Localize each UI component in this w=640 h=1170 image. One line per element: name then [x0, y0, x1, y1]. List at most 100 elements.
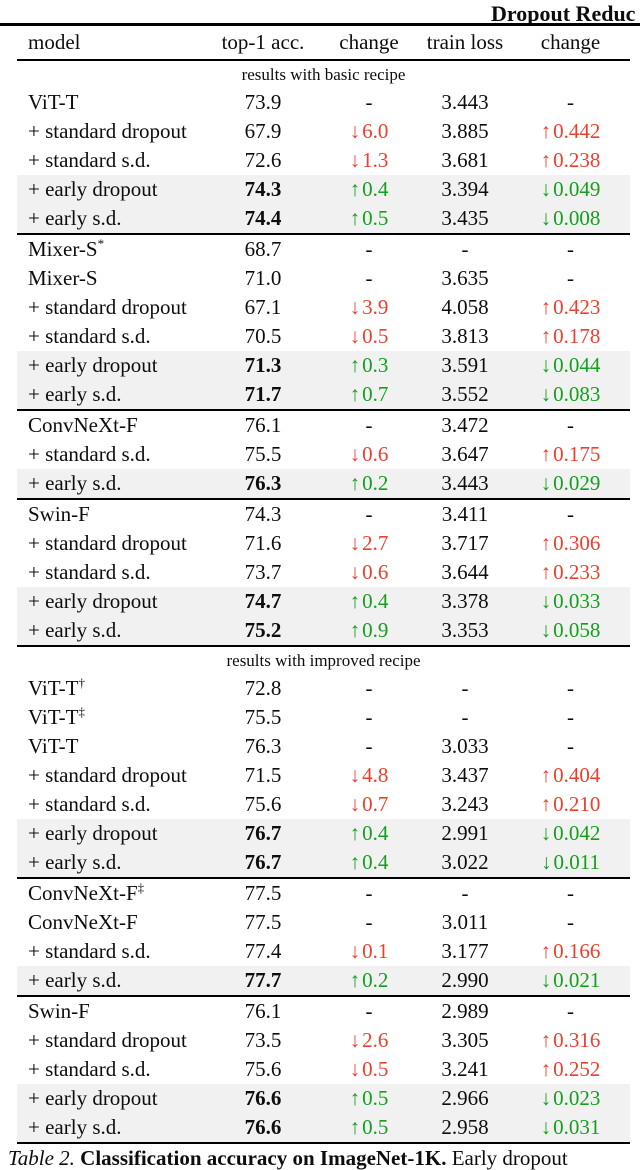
model-superscript: *: [97, 236, 105, 251]
train-loss-value: -: [461, 881, 469, 905]
train-loss-value: 3.635: [441, 266, 489, 290]
model-name: + early dropout: [28, 1086, 158, 1110]
top1-acc-value: 71.6: [244, 531, 282, 555]
loss-change-value: ↑0.175: [540, 442, 601, 466]
top1-acc-value: 74.3: [244, 502, 282, 526]
model-group: Mixer-S* 68.7 - - - Mixer-S 71.0 - 3.635 - + stand…: [17, 233, 630, 409]
up-arrow-icon: ↑: [540, 560, 552, 584]
table-row: + standard dropout 67.9 ↓6.0 3.885 ↑0.442: [17, 117, 630, 146]
model-name: + early s.d.: [28, 382, 122, 406]
loss-change-value: ↓0.031: [540, 1115, 601, 1139]
up-arrow-icon: ↑: [540, 1028, 552, 1052]
top1-acc-value: 76.1: [244, 999, 282, 1023]
down-arrow-icon: ↓: [349, 295, 361, 319]
acc-change-value: -: [365, 502, 373, 526]
top1-acc-value: 73.5: [244, 1028, 282, 1052]
acc-change-value: -: [365, 90, 373, 114]
table-row: ConvNeXt-F 77.5 - 3.011 -: [17, 908, 630, 937]
acc-change-value: ↓0.5: [349, 1057, 389, 1081]
model-name: Swin-F: [28, 502, 90, 526]
acc-change-value: -: [365, 237, 373, 261]
up-arrow-icon: ↑: [349, 353, 361, 377]
up-arrow-icon: ↑: [540, 324, 552, 348]
train-loss-value: -: [461, 705, 469, 729]
model-name: ViT-T†: [28, 675, 85, 700]
up-arrow-icon: ↑: [349, 206, 361, 230]
top1-acc-value: 71.5: [244, 763, 282, 787]
model-superscript: †: [78, 675, 85, 690]
model-name: + standard dropout: [28, 763, 187, 787]
model-name: + standard dropout: [28, 531, 187, 555]
top1-acc-value: 76.1: [244, 413, 282, 437]
table-row: Swin-F 74.3 - 3.411 -: [17, 500, 630, 529]
loss-change-value: ↑0.166: [540, 939, 601, 963]
loss-change-value: -: [567, 705, 574, 729]
table-row: + standard dropout 71.5 ↓4.8 3.437 ↑0.404: [17, 761, 630, 790]
top1-acc-value: 71.0: [244, 266, 282, 290]
train-loss-value: 2.991: [441, 821, 489, 845]
train-loss-value: 3.394: [441, 177, 489, 201]
top1-acc-value: 68.7: [244, 237, 282, 261]
down-arrow-icon: ↓: [540, 589, 552, 613]
up-arrow-icon: ↑: [349, 1115, 361, 1139]
train-loss-value: 3.022: [441, 850, 489, 874]
table-row: + early s.d. 71.7 ↑0.7 3.552 ↓0.083: [17, 380, 630, 409]
acc-change-value: -: [365, 676, 373, 700]
loss-change-value: ↑0.442: [540, 119, 601, 143]
top1-acc-value: 76.3: [244, 734, 282, 758]
table-row: ViT-T‡ 75.5 - - -: [17, 703, 630, 732]
caption-tag: Table 2.: [8, 1146, 75, 1170]
down-arrow-icon: ↓: [540, 206, 552, 230]
model-name: + standard dropout: [28, 119, 187, 143]
acc-change-value: ↑0.9: [349, 618, 389, 642]
loss-change-value: ↓0.042: [540, 821, 601, 845]
up-arrow-icon: ↑: [349, 618, 361, 642]
model-group: ViT-T† 72.8 - - - ViT-T‡ 75.5 - - - ViT-T 76.3 - 3.03…: [17, 674, 630, 877]
train-loss-value: -: [461, 676, 469, 700]
up-arrow-icon: ↑: [349, 821, 361, 845]
train-loss-value: 4.058: [441, 295, 489, 319]
top1-acc-value: 67.9: [244, 119, 282, 143]
acc-change-value: ↑0.4: [349, 821, 389, 845]
table-row: + early s.d. 76.7 ↑0.4 3.022 ↓0.011: [17, 848, 630, 877]
top1-acc-value: 76.7: [244, 850, 282, 874]
train-loss-value: 3.885: [441, 119, 489, 143]
table-row: Mixer-S* 68.7 - - -: [17, 235, 630, 264]
top1-acc-value: 73.7: [244, 560, 282, 584]
column-header-top1-acc: top-1 acc.: [221, 30, 305, 54]
down-arrow-icon: ↓: [540, 1086, 552, 1110]
table-row: + early s.d. 76.3 ↑0.2 3.443 ↓0.029: [17, 469, 630, 498]
table-row: + standard s.d. 75.5 ↓0.6 3.647 ↑0.175: [17, 440, 630, 469]
model-name: + standard dropout: [28, 1028, 187, 1052]
model-group: ConvNeXt-F 76.1 - 3.472 - + standard s.d. 75.5…: [17, 409, 630, 498]
down-arrow-icon: ↓: [349, 763, 361, 787]
loss-change-value: ↓0.021: [540, 968, 601, 992]
loss-change-value: ↓0.083: [540, 382, 601, 406]
acc-change-value: -: [365, 999, 373, 1023]
loss-change-value: -: [567, 999, 574, 1023]
results-table: model top-1 acc. change train loss chang…: [17, 26, 630, 1144]
model-name: ViT-T: [28, 90, 79, 114]
top1-acc-value: 76.6: [244, 1115, 282, 1139]
table-row: ViT-T† 72.8 - - -: [17, 674, 630, 703]
caption-title: Classification accuracy on ImageNet-1K.: [80, 1146, 447, 1170]
top1-acc-value: 72.8: [244, 676, 282, 700]
top1-acc-value: 75.5: [244, 705, 282, 729]
top1-acc-value: 75.2: [244, 618, 282, 642]
loss-change-value: ↑0.210: [540, 792, 601, 816]
acc-change-value: ↑0.3: [349, 353, 389, 377]
acc-change-value: ↓0.1: [349, 939, 389, 963]
down-arrow-icon: ↓: [540, 471, 552, 495]
top1-acc-value: 74.3: [244, 177, 282, 201]
acc-change-value: ↑0.2: [349, 968, 389, 992]
down-arrow-icon: ↓: [349, 792, 361, 816]
train-loss-value: -: [461, 237, 469, 261]
train-loss-value: 2.989: [441, 999, 489, 1023]
model-name: + early dropout: [28, 821, 158, 845]
top1-acc-value: 75.5: [244, 442, 282, 466]
down-arrow-icon: ↓: [541, 850, 552, 874]
acc-change-value: ↓3.9: [349, 295, 389, 319]
up-arrow-icon: ↑: [349, 589, 361, 613]
column-header-model: model: [28, 30, 81, 54]
model-name: + standard s.d.: [28, 1057, 151, 1081]
